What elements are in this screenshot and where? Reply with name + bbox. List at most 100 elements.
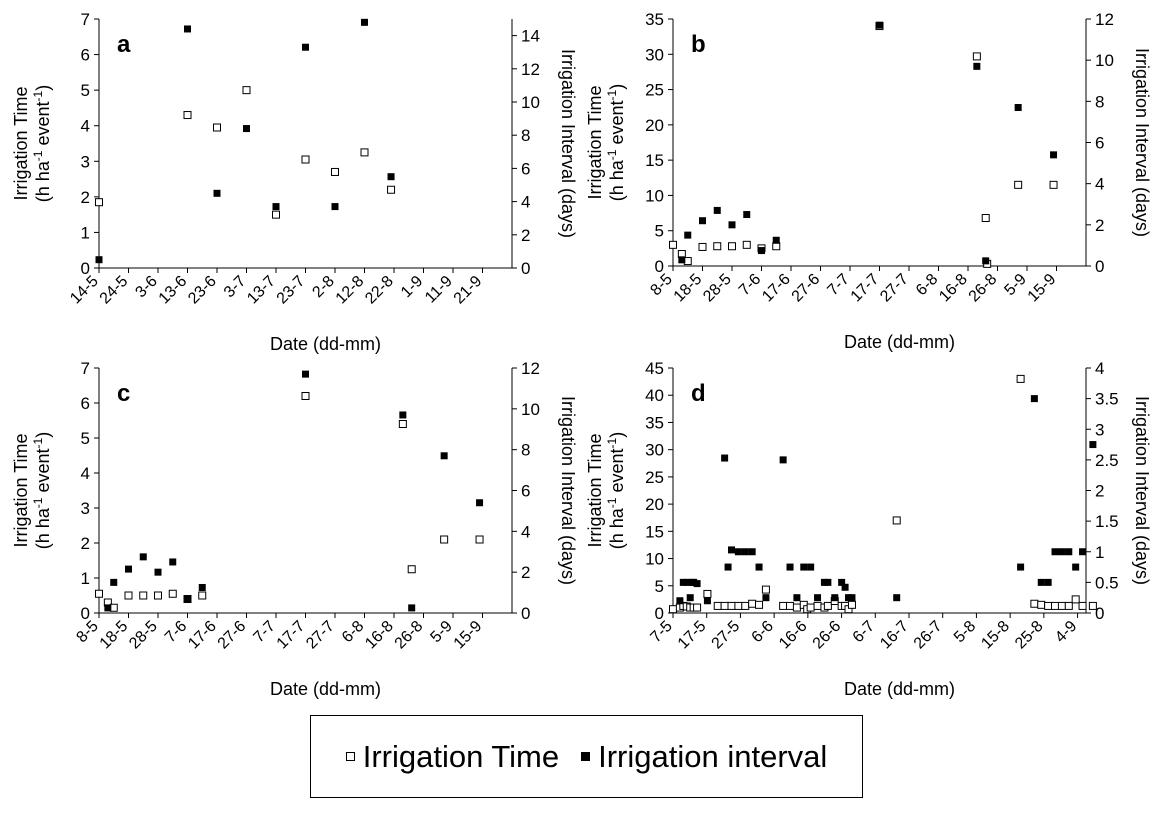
irrigation-interval-point [824, 578, 832, 586]
irrigation-interval-point [831, 594, 839, 602]
x-tick-label: 15-9 [1025, 271, 1060, 306]
irrigation-time-point [823, 601, 832, 610]
x-tick-label: 6-6 [749, 618, 777, 646]
right-tick-label: 10 [521, 93, 540, 112]
left-axis-title-part: -1 [31, 437, 45, 448]
irrigation-interval-point [243, 125, 250, 133]
right-tick-label: 3 [1095, 420, 1104, 439]
left-tick-label: 0 [655, 257, 664, 276]
left-axis-title-part: (h ha [33, 160, 53, 202]
irrigation-time-point [1088, 601, 1097, 610]
irrigation-interval-point [713, 206, 721, 214]
left-tick-label: 35 [645, 10, 664, 29]
filled-square-marker-icon [581, 752, 591, 761]
x-axis-title: Date (dd-mm) [270, 334, 381, 354]
x-tick-label: 17-6 [759, 271, 794, 306]
irrigation-interval-point [1017, 563, 1025, 571]
left-axis-title-part: -1 [605, 149, 619, 160]
x-tick-label: 18-5 [97, 618, 132, 653]
x-tick-label: 13-7 [244, 273, 279, 308]
irrigation-interval-point [184, 595, 191, 603]
right-tick-label: 10 [1095, 51, 1114, 70]
irrigation-time-point [387, 185, 396, 194]
irrigation-time-point [168, 589, 177, 598]
left-axis-title-part: (h ha [607, 507, 627, 549]
irrigation-time-point [741, 601, 750, 610]
x-tick-label: 27-7 [303, 618, 338, 653]
irrigation-interval-point [786, 563, 794, 571]
right-tick-label: 8 [521, 126, 530, 145]
left-tick-label: 45 [645, 359, 664, 378]
x-tick-label: 27-5 [709, 618, 744, 653]
x-tick-label: 16-8 [362, 618, 397, 653]
irrigation-time-point [198, 591, 207, 600]
x-tick-label: 27-7 [877, 271, 912, 306]
right-tick-label: 10 [521, 400, 540, 419]
irrigation-interval-point [272, 203, 280, 211]
irrigation-interval-point [734, 548, 742, 556]
irrigation-interval-point [728, 221, 736, 229]
right-tick-label: 8 [521, 441, 530, 460]
left-tick-label: 15 [645, 151, 664, 170]
irrigation-interval-point [154, 568, 162, 576]
left-tick-label: 25 [645, 81, 664, 100]
left-tick-label: 1 [81, 569, 90, 588]
x-axis-title: Date (dd-mm) [844, 332, 955, 352]
x-tick-label: 26-8 [966, 271, 1001, 306]
irrigation-interval-point [741, 548, 749, 556]
legend-label-irrigation-interval: Irrigation interval [598, 738, 828, 774]
left-tick-label: 4 [81, 117, 90, 136]
left-tick-label: 30 [645, 45, 664, 64]
irrigation-interval-point [724, 563, 732, 571]
left-axis-title-part: ) [33, 432, 53, 438]
left-tick-label: 10 [645, 186, 664, 205]
irrigation-time-point [1071, 595, 1080, 604]
x-tick-label: 15-8 [978, 618, 1013, 653]
irrigation-time-point [95, 198, 103, 207]
irrigation-interval-point [841, 583, 849, 591]
irrigation-time-point [972, 52, 981, 61]
irrigation-interval-point [1051, 548, 1059, 556]
irrigation-interval-point [1089, 441, 1097, 449]
irrigation-interval-point [1079, 548, 1087, 556]
x-tick-label: 27-6 [215, 618, 250, 653]
x-tick-label: 16-7 [877, 618, 912, 653]
irrigation-interval-point [1044, 578, 1052, 586]
left-axis-title-line2: (h ha-1 event-1) [605, 432, 627, 549]
irrigation-time-point [703, 589, 712, 598]
left-axis-title-part: ) [607, 84, 627, 90]
left-axis-title-part: event [33, 101, 53, 150]
right-tick-label: 6 [1095, 134, 1104, 153]
irrigation-time-point [772, 242, 781, 251]
right-tick-label: 14 [521, 27, 540, 46]
irrigation-time-point [331, 167, 339, 176]
left-tick-label: 0 [81, 604, 90, 623]
irrigation-interval-point [686, 594, 694, 602]
left-tick-label: 3 [81, 499, 90, 518]
right-tick-label: 1.5 [1095, 512, 1119, 531]
irrigation-interval-point [1050, 151, 1058, 159]
x-tick-label: 11-9 [422, 273, 456, 307]
legend: Irrigation Time Irrigation interval [310, 715, 863, 798]
irrigation-interval-point [703, 597, 711, 605]
x-tick-label: 16-6 [776, 618, 811, 653]
left-tick-label: 6 [81, 394, 90, 413]
irrigation-interval-point [876, 21, 883, 29]
irrigation-time-point [792, 603, 801, 612]
right-tick-label: 6 [521, 159, 530, 178]
left-tick-label: 5 [81, 429, 90, 448]
irrigation-time-point [1030, 599, 1039, 608]
irrigation-interval-point [772, 236, 780, 244]
right-axis-title: Irrigation Interval (days) [1132, 48, 1152, 237]
irrigation-interval-point [1072, 563, 1080, 571]
irrigation-interval-point [408, 604, 416, 612]
irrigation-time-point [95, 589, 103, 598]
panel-label: a [117, 31, 131, 58]
x-tick-label: 26-8 [392, 618, 427, 653]
legend-label-irrigation-time: Irrigation Time [362, 738, 560, 774]
left-tick-label: 4 [81, 464, 90, 483]
irrigation-interval-point [973, 62, 981, 70]
